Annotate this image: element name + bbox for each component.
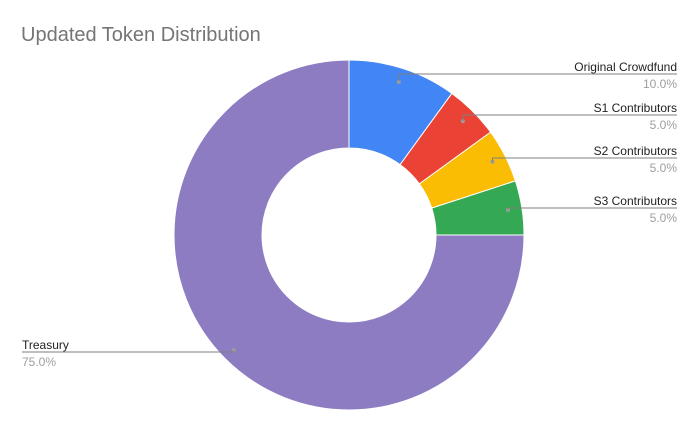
leader-line-treasury	[22, 350, 235, 353]
value-label-s3-contributors: 5.0%	[650, 211, 678, 225]
label-s3-contributors: S3 Contributors	[594, 194, 677, 208]
chart-title: Updated Token Distribution	[21, 24, 261, 46]
label-s1-contributors: S1 Contributors	[594, 101, 677, 115]
value-label-s1-contributors: 5.0%	[650, 118, 678, 132]
value-label-original-crowdfund: 10.0%	[643, 77, 677, 91]
leader-line-original-crowdfund	[398, 73, 677, 82]
label-original-crowdfund: Original Crowdfund	[574, 60, 677, 74]
labels-group: Original Crowdfund 10.0% S1 Contributors 5.…	[22, 60, 677, 369]
leader-line-s1-contributors	[462, 114, 677, 122]
slices-group	[173, 59, 525, 411]
value-label-s2-contributors: 5.0%	[650, 161, 678, 175]
label-treasury: Treasury	[22, 338, 69, 352]
leader-line-s2-contributors	[491, 157, 677, 162]
label-s2-contributors: S2 Contributors	[594, 144, 677, 158]
value-label-treasury: 75.0%	[22, 355, 56, 369]
slice-treasury[interactable]	[173, 59, 525, 411]
leader-line-s3-contributors	[507, 207, 677, 210]
